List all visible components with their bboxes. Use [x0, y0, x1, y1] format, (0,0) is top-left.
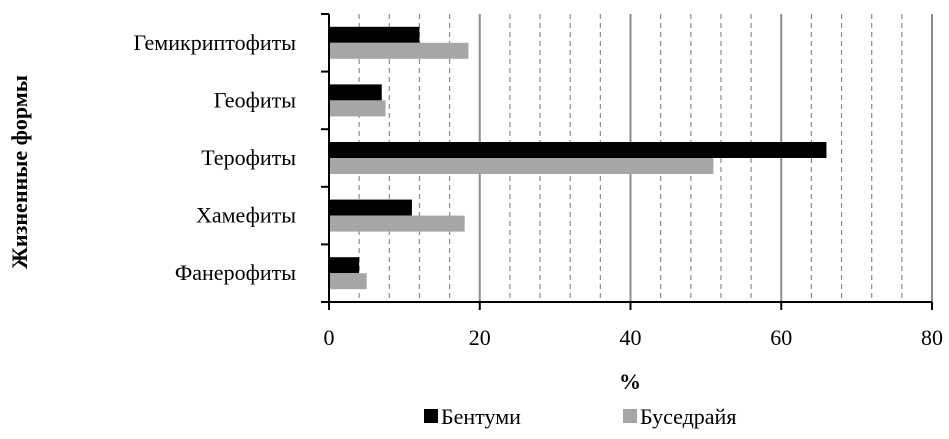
x-axis-label: %: [619, 369, 641, 394]
bar-busedraya-3: [329, 215, 465, 232]
category-label: Гемикриптофиты: [134, 30, 297, 55]
legend-item-busedraya: Буседрайя: [623, 404, 736, 429]
legend-label: Буседрайя: [640, 404, 736, 429]
legend: Бентуми Буседрайя: [424, 404, 736, 429]
x-tick-label: 80: [921, 325, 943, 350]
category-labels: Гемикриптофиты Геофиты Терофиты Хамефиты Фан…: [134, 30, 297, 285]
category-label: Терофиты: [201, 145, 296, 170]
x-tick-label: 60: [770, 325, 792, 350]
legend-label: Бентуми: [441, 404, 521, 429]
x-tick-label: 0: [324, 325, 335, 350]
bar-busedraya-2: [329, 158, 714, 174]
x-tick-label: 40: [620, 325, 642, 350]
x-tick-labels: 0 20 40 60 80: [324, 325, 944, 350]
legend-item-bentumi: Бентуми: [424, 404, 521, 429]
y-axis-label: Жизненные формы: [7, 75, 32, 269]
category-label: Фанерофиты: [175, 260, 296, 285]
legend-swatch: [424, 409, 438, 423]
category-label: Геофиты: [214, 87, 296, 112]
bar-bentumi-1: [329, 84, 382, 101]
category-label: Хамефиты: [196, 203, 296, 228]
legend-swatch: [623, 409, 637, 423]
bar-bentumi-2: [329, 142, 827, 158]
bar-busedraya-0: [329, 42, 469, 59]
bar-busedraya-4: [329, 273, 367, 290]
bar-bentumi-4: [329, 257, 360, 274]
bar-busedraya-1: [329, 100, 386, 117]
bars-layer: [329, 26, 827, 290]
bar-bentumi-0: [329, 26, 420, 43]
x-tick-label: 20: [469, 325, 491, 350]
axes-layer: [321, 13, 933, 310]
bar-bentumi-3: [329, 199, 412, 216]
